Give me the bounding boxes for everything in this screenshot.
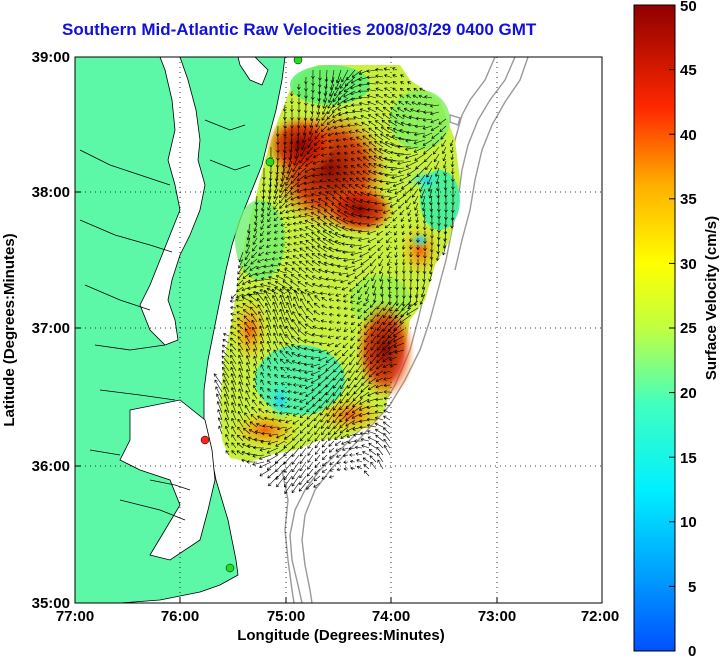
y-tick-label: 37:00 <box>32 320 70 337</box>
colorbar-tick-label: 15 <box>680 450 697 467</box>
colorbar-tick-label: 20 <box>680 385 697 402</box>
x-tick-label: 73:00 <box>478 608 516 625</box>
arrow-glyphs <box>213 67 455 494</box>
x-tick-label: 72:00 <box>581 608 619 625</box>
station-marker <box>200 435 210 445</box>
colorbar-tick-label: 35 <box>680 191 697 208</box>
colorbar-tick-label: 10 <box>680 514 697 531</box>
x-tick-label: 77:00 <box>56 608 94 625</box>
colorbar-tick-label: 50 <box>680 0 697 15</box>
x-tick-label: 76:00 <box>161 608 199 625</box>
colorbar <box>633 4 676 652</box>
colorbar-tick-label: 30 <box>680 256 697 273</box>
station-marker <box>293 57 303 65</box>
y-tick-label: 35:00 <box>32 595 70 612</box>
x-tick-label: 74:00 <box>372 608 410 625</box>
delaware-bay <box>237 57 269 86</box>
y-tick-label: 36:00 <box>32 458 70 475</box>
velocity-arrows <box>213 67 455 494</box>
grid-lines <box>75 57 602 603</box>
rivers <box>79 119 251 521</box>
y-tick-label: 39:00 <box>32 49 70 66</box>
colorbar-tick-label: 25 <box>680 320 697 337</box>
station-marker <box>225 563 235 573</box>
y-tick-label: 38:00 <box>32 184 70 201</box>
colorbar-tick-label: 0 <box>688 643 696 659</box>
x-axis-label: Longitude (Degrees:Minutes) <box>237 627 445 644</box>
colorbar-tick-label: 5 <box>688 579 696 596</box>
colorbar-label: Surface Velocity (cm/s) <box>703 216 720 380</box>
pamlico-sound <box>119 399 216 561</box>
colorbar-tick-label: 45 <box>680 62 697 79</box>
y-axis-label: Latitude (Degrees:Minutes) <box>1 233 18 426</box>
bathymetry-contours <box>281 57 529 603</box>
station-marker <box>265 157 275 167</box>
colorbar-tick-label: 40 <box>680 127 697 144</box>
map-title: Southern Mid-Atlantic Raw Velocities 200… <box>62 20 537 39</box>
x-tick-label: 75:00 <box>267 608 305 625</box>
